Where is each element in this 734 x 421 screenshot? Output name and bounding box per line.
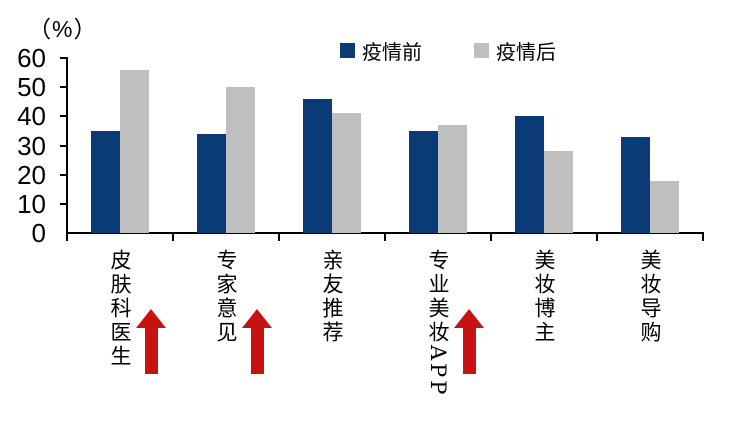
y-tick-mark <box>60 173 68 176</box>
y-tick-label: 0 <box>31 218 46 248</box>
bar-post-pandemic <box>650 180 679 233</box>
category-label: 皮肤科医生 <box>108 249 132 369</box>
y-tick-mark <box>60 202 68 205</box>
category-label: 专业美妆APP <box>426 249 450 398</box>
bar-post-pandemic <box>120 69 149 233</box>
x-tick-mark <box>596 233 598 241</box>
x-tick-mark <box>384 233 386 241</box>
bar-pre-pandemic <box>303 98 332 233</box>
y-tick-label: 50 <box>17 72 46 103</box>
bar-pre-pandemic <box>197 133 226 233</box>
up-arrow-icon <box>136 309 166 374</box>
legend-item-pre-pandemic: 疫情前 <box>340 36 422 65</box>
y-tick-mark <box>60 86 68 89</box>
legend-item-post-pandemic: 疫情后 <box>474 36 556 65</box>
up-arrow-shaft <box>250 328 264 374</box>
x-tick-mark <box>172 233 174 241</box>
up-arrow-head <box>454 309 484 328</box>
x-tick-mark <box>490 233 492 241</box>
y-axis-unit-label: （%） <box>28 16 98 42</box>
up-arrow-shaft <box>462 328 476 374</box>
x-tick-mark <box>66 233 68 241</box>
legend-label-post-pandemic: 疫情后 <box>496 40 556 64</box>
legend: 疫情前 疫情后 <box>340 36 556 65</box>
bar-post-pandemic <box>438 125 467 233</box>
y-tick-label: 60 <box>17 43 46 73</box>
y-tick-label: 30 <box>17 130 46 161</box>
bar-pre-pandemic <box>621 136 650 233</box>
category-label: 专家意见 <box>214 249 238 345</box>
up-arrow-icon <box>242 309 272 374</box>
bar-pre-pandemic <box>91 130 120 233</box>
y-tick-mark <box>60 57 68 59</box>
bar-pre-pandemic <box>409 130 438 233</box>
x-tick-mark <box>278 233 280 241</box>
y-tick-mark <box>60 115 68 118</box>
x-tick-mark <box>702 233 704 241</box>
legend-swatch-pre-pandemic <box>340 43 355 58</box>
legend-label-pre-pandemic: 疫情前 <box>362 40 422 64</box>
up-arrow-head <box>242 309 272 328</box>
up-arrow-icon <box>454 309 484 374</box>
y-tick-label: 40 <box>17 101 46 132</box>
bar-pre-pandemic <box>515 116 544 233</box>
y-tick-label: 20 <box>17 159 46 190</box>
category-label: 亲友推荐 <box>320 249 344 345</box>
up-arrow-head <box>136 309 166 328</box>
legend-swatch-post-pandemic <box>474 43 489 58</box>
bar-post-pandemic <box>226 87 255 233</box>
category-label: 美妆博主 <box>532 249 556 345</box>
y-tick-mark <box>60 144 68 147</box>
bar-post-pandemic <box>332 113 361 233</box>
category-label: 美妆导购 <box>638 249 662 345</box>
up-arrow-shaft <box>144 328 158 374</box>
bar-post-pandemic <box>544 151 573 233</box>
y-tick-label: 10 <box>17 188 46 219</box>
